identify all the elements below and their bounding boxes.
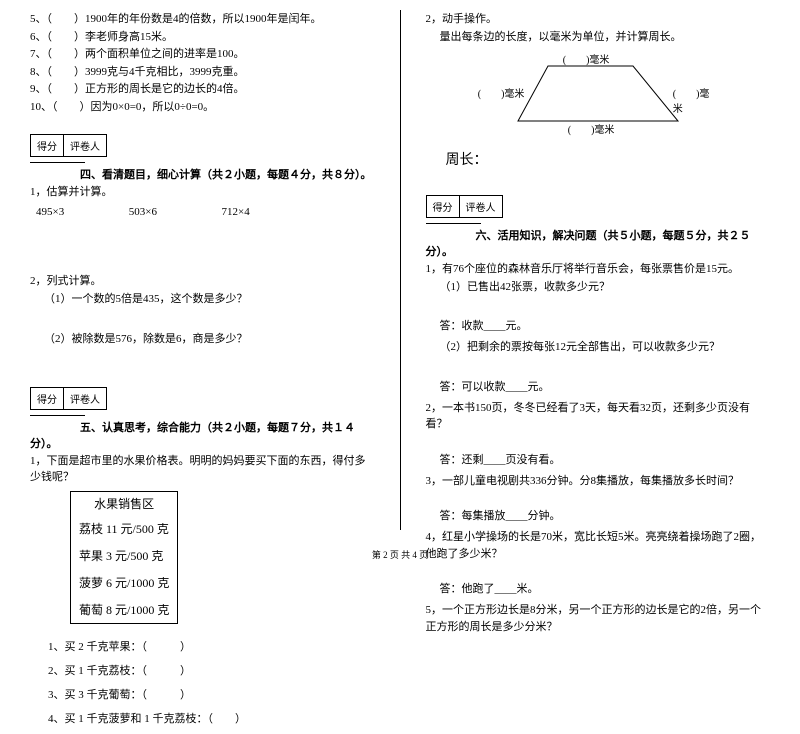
ans-1b: 答：可以收款____元。 [440,378,771,394]
buy-item: 4、买 1 千克菠萝和 1 千克荔枝：（ ） [48,710,246,726]
underline [30,162,85,163]
fruit-buys: 1、买 2 千克苹果：（ ） 2、买 1 千克荔枝：（ ） 3、买 3 千克葡萄… [48,630,246,734]
judge-item: 10、（ ）因为0×0=0，所以0÷0=0。 [30,99,375,116]
calc-item: 712×4 [222,204,312,221]
judge-item: 6、（ ）李老师身高15米。 [30,29,375,46]
grader-label: 评卷人 [64,135,106,156]
q6-1a: （1）已售出42张票，收款多少元？ [440,279,771,296]
grader-label: 评卷人 [64,388,106,409]
ans-1a: 答：收款____元。 [440,317,771,333]
grader-label: 评卷人 [460,196,502,217]
fruit-area: 水果销售区 荔枝 11 元/500 克 苹果 3 元/500 克 菠萝 6 元/… [30,487,375,734]
judge-item: 9、（ ）正方形的周长是它的边长的4倍。 [30,81,375,98]
ans-4: 答：他跑了____米。 [440,580,771,596]
left-column: 5、（ ）1900年的年份数是4的倍数，所以1900年是闰年。 6、（ ）李老师… [30,10,375,530]
underline [426,223,481,224]
score-box: 得分 评卷人 [30,134,107,157]
judge-item: 5、（ ）1900年的年份数是4的倍数，所以1900年是闰年。 [30,11,375,28]
calc-item: 503×6 [129,204,219,221]
right-column: 2，动手操作。 量出每条边的长度，以毫米为单位，并计算周长。 ( )毫米 ( )… [426,10,771,530]
q6-1: 1，有76个座位的森林音乐厅将举行音乐会，每张票售价是15元。 [426,261,771,278]
section-6-title: 六、活用知识，解决问题（共５小题，每题５分，共２５分）。 [426,230,751,258]
column-divider [400,10,401,530]
fruit-header: 水果销售区 [71,492,177,515]
q-estimate: 1，估算并计算。 [30,184,375,201]
fruit-row: 菠萝 6 元/1000 克 [71,569,177,596]
judge-item: 8、（ ）3999克与4千克相比，3999克重。 [30,64,375,81]
score-label: 得分 [31,135,64,156]
q5-1: 1，下面是超市里的水果价格表。明明的妈妈要买下面的东西，得付多少钱呢？ [30,453,375,486]
score-label: 得分 [427,196,460,217]
ans-2: 答：还剩____页没有看。 [440,451,771,467]
judge-item: 7、（ ）两个面积单位之间的进率是100。 [30,46,375,63]
calc-row: 495×3 503×6 712×4 [36,204,375,221]
q6-3: 3，一部儿童电视剧共336分钟。分8集播放，每集播放多长时间？ [426,473,771,490]
buy-item: 1、买 2 千克苹果：（ ） [48,638,246,654]
section-5-title: 五、认真思考，综合能力（共２小题，每题７分，共１４分）。 [30,422,355,450]
q-formula: 2，列式计算。 [30,273,375,290]
fruit-row: 葡萄 8 元/1000 克 [71,596,177,623]
page-footer: 第 2 页 共 4 页 [0,548,800,561]
calc-item: 495×3 [36,204,126,221]
mm-label: ( )毫米 [673,85,718,115]
trapezoid-figure: ( )毫米 ( )毫米 ( )毫米 ( )毫米 [478,51,718,141]
score-box: 得分 评卷人 [426,195,503,218]
buy-item: 3、买 3 千克葡萄：（ ） [48,686,246,702]
ans-3: 答：每集播放____分钟。 [440,507,771,523]
perimeter-label: 周长： [446,149,771,169]
section-4-title: 四、看清题目，细心计算（共２小题，每题４分，共８分）。 [80,169,372,181]
score-box: 得分 评卷人 [30,387,107,410]
q-formula-a: （1）一个数的5倍是435，这个数是多少？ [44,291,375,308]
q5-2: 2，动手操作。 [426,11,771,28]
q6-1b: （2）把剩余的票按每张12元全部售出，可以收款多少元？ [440,339,771,356]
score-label: 得分 [31,388,64,409]
fruit-row: 荔枝 11 元/500 克 [71,515,177,542]
q6-5: 5，一个正方形边长是8分米，另一个正方形的边长是它的2倍，另一个正方形的周长是多… [426,602,771,635]
mm-label: ( )毫米 [568,121,615,136]
underline [30,415,85,416]
q-formula-b: （2）被除数是576，除数是6，商是多少？ [44,331,375,348]
q5-2-text: 量出每条边的长度，以毫米为单位，并计算周长。 [440,29,771,46]
mm-label: ( )毫米 [478,85,525,100]
mm-label: ( )毫米 [563,51,610,66]
buy-item: 2、买 1 千克荔枝：（ ） [48,662,246,678]
q6-2: 2，一本书150页，冬冬已经看了3天，每天看32页，还剩多少页没有看？ [426,400,771,433]
